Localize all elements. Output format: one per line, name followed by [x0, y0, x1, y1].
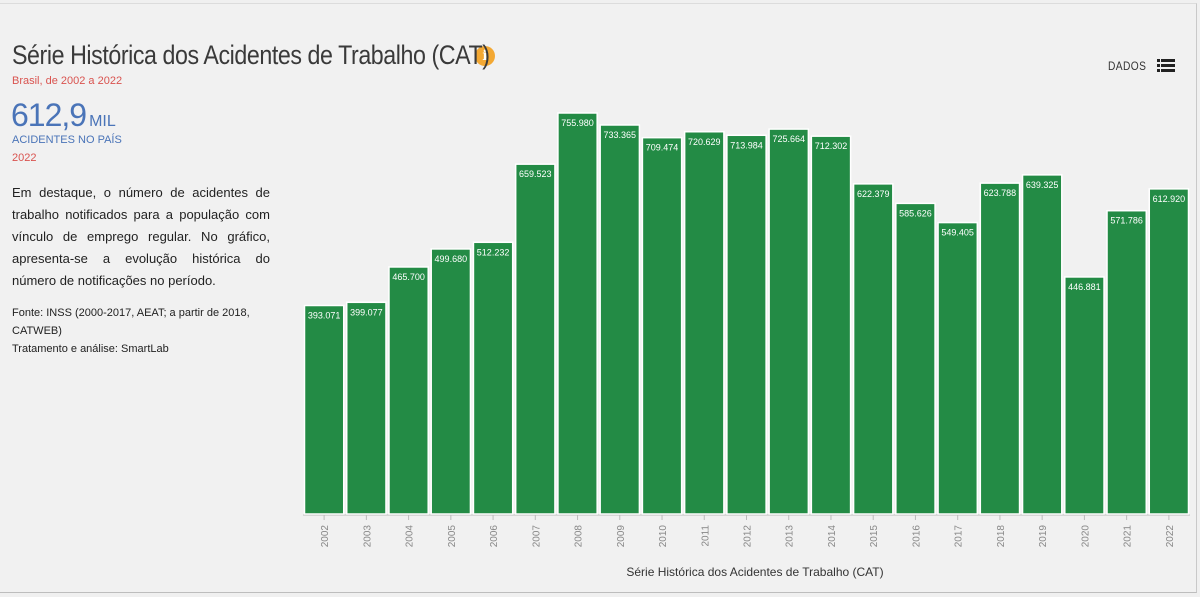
highlight-value: 612,9 — [11, 97, 87, 133]
x-tick-label: 2015 — [869, 525, 880, 548]
bar-value-label: 499.680 — [435, 254, 468, 264]
x-tick-label: 2004 — [405, 525, 416, 548]
chart-panel: Série Histórica dos Acidentes de Trabalh… — [0, 3, 1197, 593]
x-tick-label: 2022 — [1165, 525, 1176, 548]
bar-value-label: 755.980 — [561, 118, 594, 128]
bar-2012[interactable] — [726, 134, 767, 515]
bar-2022[interactable] — [1148, 188, 1190, 515]
bar-value-label: 465.700 — [392, 272, 425, 282]
highlight-label: ACIDENTES NO PAÍS — [12, 134, 122, 146]
x-tick-label: 2019 — [1038, 525, 1049, 548]
bar-2017[interactable] — [937, 221, 979, 515]
bar-value-label: 549.405 — [941, 228, 974, 238]
bar-value-label: 725.664 — [772, 134, 805, 144]
bar-value-label: 585.626 — [899, 208, 932, 218]
list-icon[interactable] — [1157, 58, 1175, 73]
x-tick-label: 2011 — [700, 525, 711, 547]
bar-2020[interactable] — [1064, 276, 1105, 515]
bar-value-label: 399.077 — [350, 307, 383, 317]
bar-value-label: 622.379 — [857, 189, 890, 199]
x-tick-label: 2021 — [1123, 525, 1134, 548]
x-tick-label: 2010 — [658, 525, 669, 548]
bar-value-label: 733.365 — [604, 130, 637, 140]
bar-2006[interactable] — [472, 241, 514, 515]
bar-2009[interactable] — [599, 124, 641, 515]
bar-2016[interactable] — [895, 202, 936, 515]
subtitle: Brasil, de 2002 a 2022 — [12, 75, 123, 87]
bar-chart: 393.071 2002 399.077 2003 465.700 2004 499.680… — [303, 112, 1190, 548]
bar-value-label: 571.786 — [1110, 216, 1143, 226]
bar-value-label: 639.325 — [1026, 180, 1059, 190]
x-tick-label: 2007 — [531, 525, 542, 548]
x-tick-label: 2020 — [1080, 525, 1091, 548]
highlight-year: 2022 — [12, 152, 37, 164]
bar-value-label: 713.984 — [730, 140, 763, 150]
x-tick-label: 2005 — [447, 525, 458, 548]
bar-2019[interactable] — [1021, 174, 1063, 515]
bar-value-label: 659.523 — [519, 169, 552, 179]
bar-2003[interactable] — [345, 301, 387, 515]
bar-2005[interactable] — [430, 248, 472, 515]
bar-2010[interactable] — [641, 136, 683, 515]
bar-2013[interactable] — [768, 128, 810, 515]
bar-2014[interactable] — [810, 135, 852, 515]
bar-2018[interactable] — [979, 182, 1021, 515]
x-tick-label: 2006 — [489, 525, 500, 548]
bar-value-label: 512.232 — [477, 247, 510, 257]
x-tick-label: 2009 — [616, 525, 627, 548]
x-axis-title: Série Histórica dos Acidentes de Trabalh… — [626, 565, 884, 579]
highlight-unit: MIL — [89, 113, 116, 130]
x-tick-label: 2017 — [954, 525, 965, 548]
source-block: Fonte: INSS (2000-2017, AEAT; a partir d… — [12, 304, 270, 358]
x-tick-label: 2018 — [996, 525, 1007, 548]
x-tick-label: 2002 — [320, 525, 331, 548]
title-row: Série Histórica dos Acidentes de Trabalh… — [12, 40, 495, 71]
bar-value-label: 720.629 — [688, 137, 721, 147]
bar-2021[interactable] — [1106, 209, 1148, 515]
x-tick-label: 2008 — [574, 525, 585, 548]
bar-value-label: 709.474 — [646, 143, 679, 153]
x-tick-label: 2016 — [911, 525, 922, 548]
x-tick-label: 2012 — [743, 525, 754, 548]
bar-2002[interactable] — [303, 304, 345, 515]
analysis-line: Tratamento e análise: SmartLab — [12, 343, 169, 355]
info-icon[interactable]: i — [475, 45, 495, 66]
x-tick-label: 2013 — [785, 525, 796, 548]
x-tick-label: 2014 — [827, 525, 838, 548]
bar-2008[interactable] — [557, 112, 598, 515]
bar-value-label: 393.071 — [308, 311, 341, 321]
bar-value-label: 612.920 — [1153, 194, 1186, 204]
bar-value-label: 623.788 — [984, 188, 1017, 198]
x-tick-label: 2003 — [362, 525, 373, 548]
dados-button-label[interactable]: DADOS — [1108, 59, 1147, 73]
bar-value-label: 446.881 — [1068, 282, 1101, 292]
description-text: Em destaque, o número de acidentes de tr… — [12, 185, 270, 288]
highlight-number: 612,9 MIL — [11, 97, 116, 134]
bar-value-label: 712.302 — [815, 141, 848, 151]
source-line: Fonte: INSS (2000-2017, AEAT; a partir d… — [12, 307, 250, 337]
bar-2007[interactable] — [514, 163, 556, 515]
bar-2015[interactable] — [852, 183, 894, 515]
bar-2004[interactable] — [388, 266, 429, 515]
bar-2011[interactable] — [683, 131, 725, 515]
